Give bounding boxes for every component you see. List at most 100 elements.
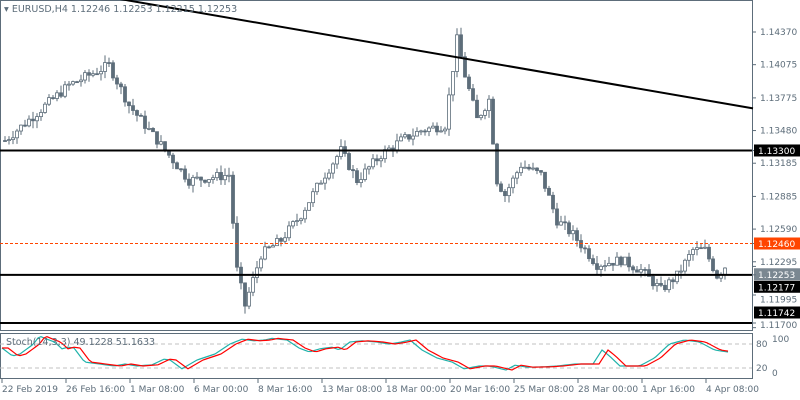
candle-body [319,182,323,185]
candle-body [179,168,183,171]
candle-body [83,72,87,81]
candle-body [399,136,403,142]
candle-body [31,118,35,122]
stoch-level-label: 100 [772,335,789,345]
candle-body [571,230,575,235]
x-tick-label: 20 Mar 16:00 [450,385,510,395]
candle-body [443,128,447,132]
candle-body [611,262,615,266]
price-tag-label: 1.12177 [758,283,795,293]
candle-body [491,98,495,145]
candle-body [195,176,199,179]
candle-body [687,254,691,261]
candle-body [551,194,555,210]
candle-body [115,77,119,85]
candle-body [283,237,287,242]
candle-body [535,167,539,171]
candle-body [411,135,415,140]
candle-body [395,140,399,151]
stoch-level-label: 80 [756,340,768,350]
candle-body [371,158,375,168]
candle-body [407,134,411,140]
price-tag-bg [754,144,800,157]
candle-body [635,269,639,273]
candle-body [707,246,711,260]
dropdown-triangle-icon[interactable]: ▾ [4,4,9,15]
candle-body [107,62,111,64]
candle-body [243,282,247,307]
candle-body [271,245,275,248]
candle-body [275,238,279,247]
candle-body [663,284,667,291]
candle-body [603,265,607,268]
candle-body [671,279,675,283]
price-tag-bg [754,280,800,293]
candle-body [503,191,507,197]
candle-body [579,240,583,249]
indicator-pane-border [0,333,753,379]
x-tick-label: 1 Apr 16:00 [642,385,695,395]
candle-body [95,73,99,76]
candle-body [303,209,307,220]
x-tick-label: 22 Feb 2019 [2,385,58,395]
candle-body [631,266,635,271]
candle-body [547,187,551,196]
x-tick-label: 18 Mar 00:00 [386,385,446,395]
candle-body [387,147,391,151]
candle-body [487,98,491,112]
price-tag-label: 1.12253 [758,271,795,281]
candle-body [483,110,487,116]
candle-body [415,131,419,137]
candle-body [499,183,503,192]
candle-body [159,141,163,145]
candle-body [287,225,291,239]
candle-body [359,179,363,184]
candle-body [143,115,147,129]
candle-body [155,131,159,145]
candle-body [355,170,359,184]
candle-body [279,238,283,242]
candle-body [171,154,175,164]
candle-body [99,71,103,75]
candle-body [567,222,571,235]
candle-body [71,81,75,85]
candle-body [263,246,267,260]
candle-body [183,168,187,180]
candle-body [335,156,339,165]
candle-body [643,269,647,271]
candle-body [339,146,343,157]
price-tag-label: 1.13300 [758,147,795,157]
candle-body [63,84,67,97]
candle-body [11,137,15,141]
candle-body [519,166,523,174]
candle-body [703,246,707,249]
candle-body [147,127,151,130]
stoch-level-label: 20 [756,364,768,374]
x-tick-label: 25 Mar 08:00 [514,385,574,395]
candle-body [299,218,303,222]
y-tick-label: 1.12295 [760,258,797,268]
y-tick-label: 1.12885 [760,192,797,202]
candle-body [379,158,383,162]
candle-body [315,182,319,193]
candle-body [27,118,31,127]
candle-body [403,134,407,138]
candle-body [119,83,123,88]
candle-body [555,208,559,226]
candle-body [655,283,659,287]
candle-body [247,291,251,307]
candle-body [175,162,179,170]
candle-body [639,269,643,273]
candle-body [451,71,455,96]
candle-body [675,270,679,283]
candle-body [659,283,663,286]
candle-body [363,168,367,180]
candle-body [367,166,371,170]
candle-body [527,166,531,170]
candle-body [39,112,43,118]
candle-body [199,176,203,181]
candle-body [79,79,83,83]
candle-body [679,270,683,273]
